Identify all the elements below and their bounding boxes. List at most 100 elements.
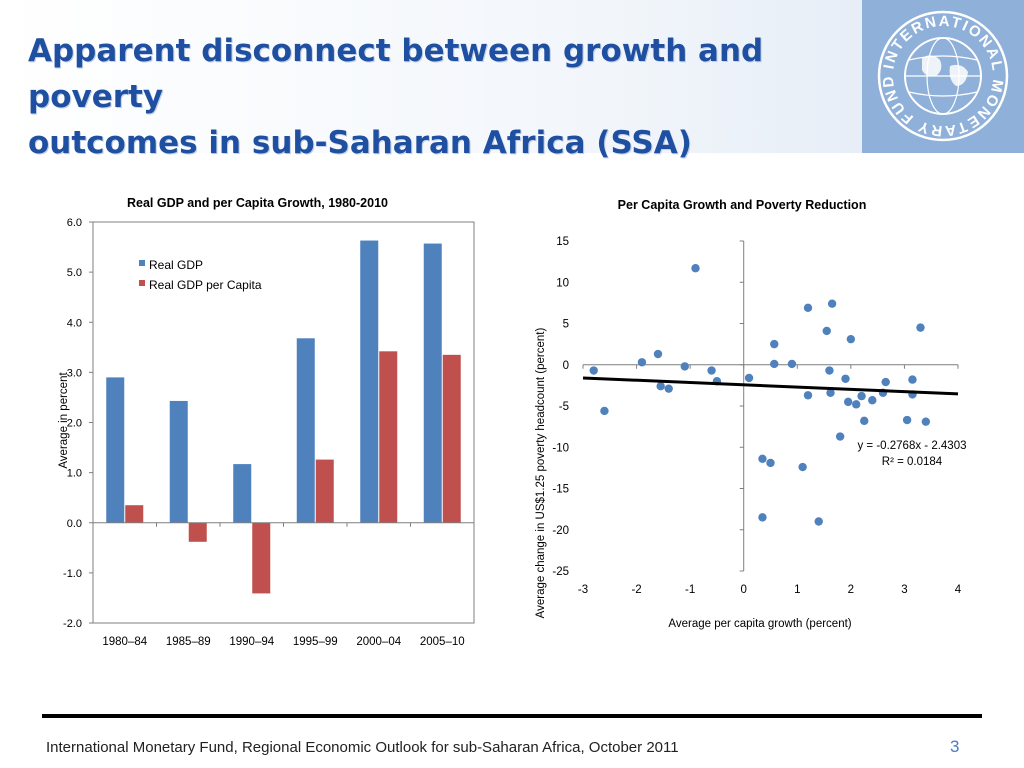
- scatter-y-tick-label: -20: [552, 525, 569, 537]
- scatter-y-tick-label: -15: [552, 484, 569, 496]
- scatter-x-tick-label: -2: [631, 584, 641, 596]
- footer-source: International Monetary Fund, Regional Ec…: [46, 739, 679, 756]
- bar-real-gdp-per-capita: [252, 522, 271, 594]
- scatter-point: [921, 417, 931, 426]
- bar-chart-title: Real GDP and per Capita Growth, 1980-201…: [127, 196, 388, 210]
- scatter-point: [600, 406, 609, 416]
- scatter-point: [846, 334, 856, 344]
- scatter-point: [857, 391, 866, 401]
- scatter-point: [664, 384, 673, 393]
- bar-real-gdp: [169, 400, 188, 523]
- scatter-point: [843, 397, 853, 407]
- scatter-point: [803, 303, 813, 313]
- trendline-r-squared: R² = 0.0184: [882, 456, 943, 468]
- scatter-point: [841, 374, 850, 383]
- bar-x-tick-label: 1985–89: [166, 636, 211, 648]
- scatter-point: [803, 391, 813, 400]
- scatter-point: [770, 339, 779, 349]
- bar-y-tick-label: -1.0: [63, 568, 82, 580]
- title-line-2: outcomes in sub-Saharan Africa (SSA): [28, 125, 692, 161]
- scatter-chart: Per Capita Growth and Poverty Reduction 1…: [535, 198, 967, 630]
- bar-real-gdp: [106, 377, 125, 523]
- imf-logo: INTERNATIONAL MONETARY FUND: [862, 0, 1024, 153]
- bar-y-tick-label: -2.0: [63, 618, 82, 630]
- scatter-y-axis-label: Average change in US$1.25 poverty headco…: [535, 328, 547, 619]
- bar-x-tick-label: 1995–99: [293, 636, 338, 648]
- scatter-point: [798, 462, 807, 472]
- bar-chart: Real GDP and per Capita Growth, 1980-201…: [58, 196, 475, 648]
- scatter-x-tick-label: -1: [685, 584, 695, 596]
- bar-y-tick-label: 1.0: [67, 468, 82, 480]
- scatter-point: [637, 358, 647, 367]
- scatter-point: [758, 513, 767, 522]
- bar-legend-label: Real GDP per Capita: [149, 278, 262, 292]
- bar-y-tick-label: 3.0: [67, 367, 82, 379]
- trendline-equation: y = -0.2768x - 2.4303: [857, 440, 966, 452]
- scatter-point: [908, 375, 917, 384]
- scatter-y-tick-label: 10: [556, 277, 569, 289]
- scatter-y-tick-label: 5: [563, 319, 569, 331]
- bar-real-gdp: [360, 240, 379, 523]
- scatter-point: [680, 362, 689, 371]
- bar-y-tick-label: 0.0: [67, 518, 82, 530]
- scatter-y-tick-label: -5: [559, 401, 569, 413]
- bar-real-gdp: [423, 243, 442, 523]
- scatter-point: [868, 396, 877, 405]
- bar-y-tick-label: 6.0: [67, 217, 82, 229]
- scatter-point: [881, 377, 890, 387]
- scatter-chart-title: Per Capita Growth and Poverty Reduction: [618, 198, 867, 212]
- bar-real-gdp-per-capita: [315, 459, 334, 523]
- bar-x-tick-label: 1990–94: [229, 636, 274, 648]
- scatter-point: [835, 432, 845, 441]
- scatter-point: [825, 366, 834, 375]
- scatter-point: [822, 326, 831, 336]
- bar-real-gdp-per-capita: [442, 354, 461, 523]
- bar-y-tick-label: 5.0: [67, 267, 82, 279]
- scatter-point: [814, 517, 823, 526]
- scatter-point: [589, 366, 598, 375]
- bar-real-gdp-per-capita: [125, 505, 144, 523]
- scatter-point: [656, 382, 665, 391]
- bar-real-gdp: [233, 464, 252, 523]
- scatter-y-tick-label: 15: [556, 236, 569, 248]
- bar-legend-label: Real GDP: [149, 258, 203, 272]
- scatter-point: [744, 373, 754, 383]
- header-band: [0, 0, 862, 153]
- bar-y-tick-label: 4.0: [67, 317, 82, 329]
- scatter-y-tick-label: -10: [552, 442, 569, 454]
- bar-real-gdp-per-capita: [379, 351, 398, 523]
- scatter-point: [916, 323, 925, 332]
- slide-title: Apparent disconnect between growth and p…: [28, 28, 858, 166]
- bar-x-tick-label: 1980–84: [102, 636, 147, 648]
- scatter-x-tick-label: 1: [794, 584, 800, 596]
- imf-seal-icon: INTERNATIONAL MONETARY FUND: [877, 10, 1009, 142]
- scatter-x-tick-label: 0: [741, 584, 747, 596]
- bar-y-axis-label: Average in percent: [58, 372, 70, 469]
- bar-y-tick-label: 2.0: [67, 418, 82, 430]
- scatter-x-axis-label: Average per capita growth (percent): [668, 618, 851, 630]
- scatter-point: [787, 359, 797, 369]
- scatter-trendline: [582, 376, 959, 396]
- scatter-point: [770, 359, 779, 369]
- scatter-point: [852, 400, 861, 409]
- bar-real-gdp: [296, 338, 315, 523]
- bar-x-tick-label: 2000–04: [356, 636, 401, 648]
- scatter-point: [826, 388, 835, 397]
- scatter-point: [758, 454, 767, 463]
- scatter-point: [707, 366, 716, 375]
- scatter-point: [766, 458, 775, 468]
- scatter-x-tick-label: 3: [901, 584, 907, 596]
- footer-rule: [42, 714, 982, 718]
- scatter-point: [902, 415, 912, 425]
- scatter-x-tick-label: 2: [848, 584, 854, 596]
- bar-x-tick-label: 2005–10: [420, 636, 465, 648]
- scatter-x-tick-label: -3: [578, 584, 588, 596]
- scatter-point: [827, 299, 837, 308]
- scatter-point: [653, 349, 663, 359]
- scatter-point: [860, 416, 869, 426]
- title-line-1: Apparent disconnect between growth and p…: [28, 33, 764, 115]
- bar-real-gdp-per-capita: [188, 522, 207, 542]
- page-number: 3: [950, 737, 960, 756]
- scatter-y-tick-label: -25: [552, 566, 569, 578]
